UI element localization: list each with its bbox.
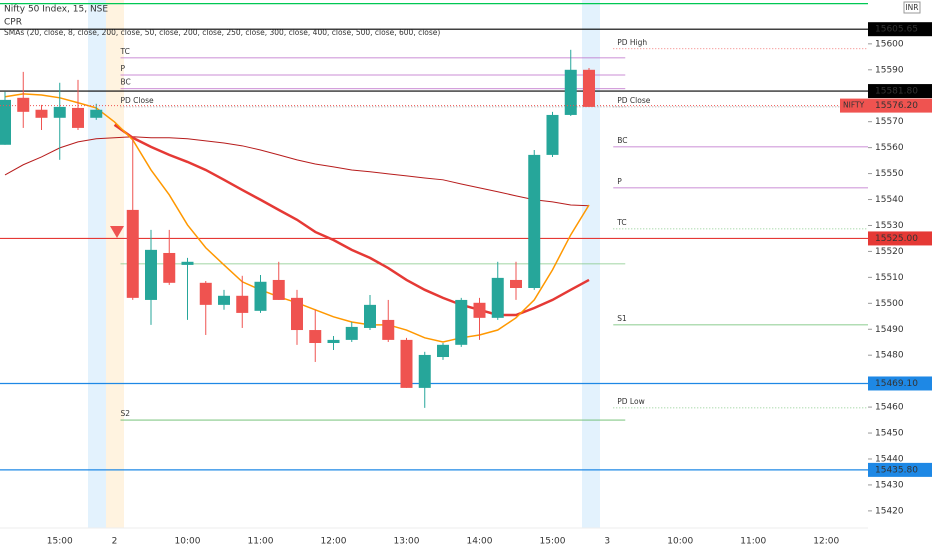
session-band [88, 0, 106, 528]
candle-body [72, 107, 84, 128]
candle-body [309, 330, 322, 344]
price-badge-label: 15581.80 [875, 87, 918, 97]
price-badge [868, 376, 932, 391]
cpr-label: BC [121, 78, 131, 87]
candle-body [17, 97, 30, 112]
y-tick-label: 15550 [875, 169, 904, 179]
cpr-label: PD Close [121, 96, 154, 105]
price-badge-label: 15435.80 [875, 465, 918, 475]
y-tick-label: 15430 [875, 480, 904, 490]
cpr-label: PD Close [617, 96, 650, 105]
cpr-label: P [121, 64, 126, 73]
x-tick-label: 12:00 [813, 537, 839, 547]
y-tick-label: 15520 [875, 247, 904, 257]
last-symbol: NIFTY [843, 101, 865, 110]
x-tick-label: 10:00 [175, 537, 201, 547]
y-tick-label: 15540 [875, 195, 904, 205]
cpr-label: TC [616, 218, 626, 227]
price-badge [868, 462, 932, 477]
candle-body [546, 114, 559, 155]
x-tick-label: 3 [604, 537, 610, 547]
candle-body [564, 69, 577, 115]
indicator-label: SMAs (20, close, 8, close, 200, close, 5… [4, 28, 440, 37]
price-badge [868, 22, 932, 37]
session-band [106, 0, 124, 528]
candle-body [455, 299, 468, 345]
candle-body [418, 354, 431, 388]
indicator-label: CPR [4, 18, 22, 28]
candle-body [510, 279, 522, 288]
candle-body [90, 109, 103, 118]
candle-body [382, 319, 395, 340]
signal-marker [110, 226, 124, 238]
cpr-label: TC [120, 47, 130, 56]
candle-body [254, 281, 267, 311]
y-tick-label: 15420 [875, 506, 904, 516]
candle-body [236, 295, 249, 313]
price-badge-label: 15469.10 [875, 379, 918, 389]
currency-box [903, 1, 921, 14]
candle-body [218, 295, 230, 305]
y-tick-label: 15460 [875, 403, 904, 413]
y-tick-label: 15560 [875, 143, 904, 153]
candle-body [199, 282, 212, 305]
price-badge-label: 15525.00 [875, 234, 918, 244]
x-tick-label: 15:00 [47, 537, 73, 547]
y-tick-label: 15440 [875, 454, 904, 464]
candle-body [0, 99, 11, 145]
x-tick-label: 11:00 [740, 537, 766, 547]
x-tick-label: 15:00 [540, 537, 566, 547]
price-badge [868, 231, 932, 246]
cpr-label: P [617, 177, 622, 186]
y-tick-label: 15500 [875, 299, 904, 309]
candle-body [35, 109, 48, 118]
candle-body [473, 302, 486, 318]
candle-body [181, 261, 194, 265]
y-tick-label: 15600 [875, 39, 904, 49]
candle-body [437, 344, 449, 358]
y-tick-label: 15450 [875, 429, 904, 439]
x-tick-label: 13:00 [394, 537, 420, 547]
y-tick-label: 15490 [875, 325, 904, 335]
cpr-label: PD High [617, 38, 647, 47]
cpr-label: PD Low [617, 397, 644, 406]
x-tick-label: 11:00 [248, 537, 274, 547]
plot: 1542015430154401545015460154701548015490… [0, 3, 904, 547]
cpr-label: BC [617, 136, 627, 145]
candle-body [145, 249, 157, 300]
candle-body [272, 279, 285, 300]
chart-title: Nifty 50 Index, 15, NSE [4, 5, 108, 15]
y-tick-label: 15570 [875, 117, 904, 127]
candle-body [163, 252, 176, 283]
y-tick-label: 15590 [875, 65, 904, 75]
y-tick-label: 15510 [875, 273, 904, 283]
x-tick-label: 10:00 [667, 537, 693, 547]
price-badge-label: 15605.65 [875, 25, 918, 35]
candle-body [491, 277, 504, 318]
x-tick-label: 14:00 [467, 537, 493, 547]
candle-body [528, 154, 541, 288]
y-tick-label: 15530 [875, 221, 904, 231]
y-tick-label: 15480 [875, 351, 904, 361]
last-price-label: 15576.20 [875, 101, 918, 111]
currency: INR [905, 3, 918, 12]
candle-body [583, 69, 595, 107]
candle-body [327, 339, 340, 344]
price-badge [868, 84, 932, 99]
x-tick-label: 12:00 [321, 537, 347, 547]
last-badge [840, 98, 932, 113]
cpr-label: S1 [617, 314, 627, 323]
candle-body [345, 326, 358, 340]
candle-body [53, 106, 66, 118]
candle-body [126, 209, 139, 298]
candle-body [364, 304, 376, 328]
sma-line [113, 123, 590, 317]
candle-body [291, 297, 303, 331]
candle-body [400, 339, 413, 388]
x-tick-label: 2 [112, 537, 118, 547]
sma-line [4, 136, 590, 207]
cpr-label: S2 [121, 409, 131, 418]
